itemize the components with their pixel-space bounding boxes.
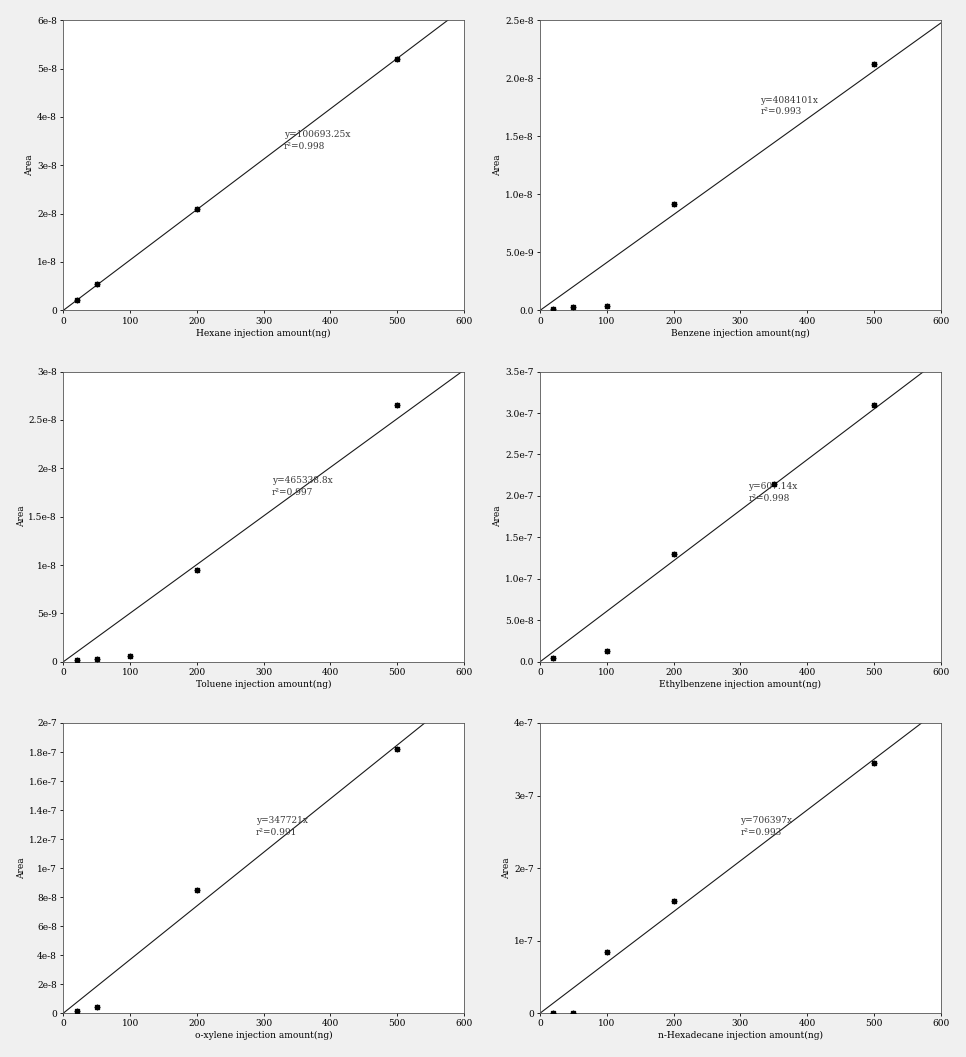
Y-axis label: Area: Area [494,506,502,527]
X-axis label: Toluene injection amount(ng): Toluene injection amount(ng) [196,680,331,689]
X-axis label: n-Hexadecane injection amount(ng): n-Hexadecane injection amount(ng) [658,1032,823,1040]
Text: y=465338.8x
r²=0.997: y=465338.8x r²=0.997 [271,476,332,497]
Text: y=706397x
r²=0.993: y=706397x r²=0.993 [740,816,792,837]
Y-axis label: Area: Area [16,506,26,527]
X-axis label: Benzene injection amount(ng): Benzene injection amount(ng) [671,329,810,337]
Text: y=607.14x
r²=0.998: y=607.14x r²=0.998 [749,482,798,503]
Y-axis label: Area: Area [16,857,26,878]
X-axis label: o-xylene injection amount(ng): o-xylene injection amount(ng) [195,1032,332,1040]
Y-axis label: Area: Area [25,154,34,177]
Text: y=100693.25x
r²=0.998: y=100693.25x r²=0.998 [284,130,350,151]
Y-axis label: Area: Area [502,857,511,878]
X-axis label: Ethylbenzene injection amount(ng): Ethylbenzene injection amount(ng) [660,680,821,689]
Text: y=347721x
r²=0.991: y=347721x r²=0.991 [256,816,307,837]
Text: y=4084101x
r²=0.993: y=4084101x r²=0.993 [760,95,818,116]
Y-axis label: Area: Area [494,154,502,177]
X-axis label: Hexane injection amount(ng): Hexane injection amount(ng) [196,329,331,337]
